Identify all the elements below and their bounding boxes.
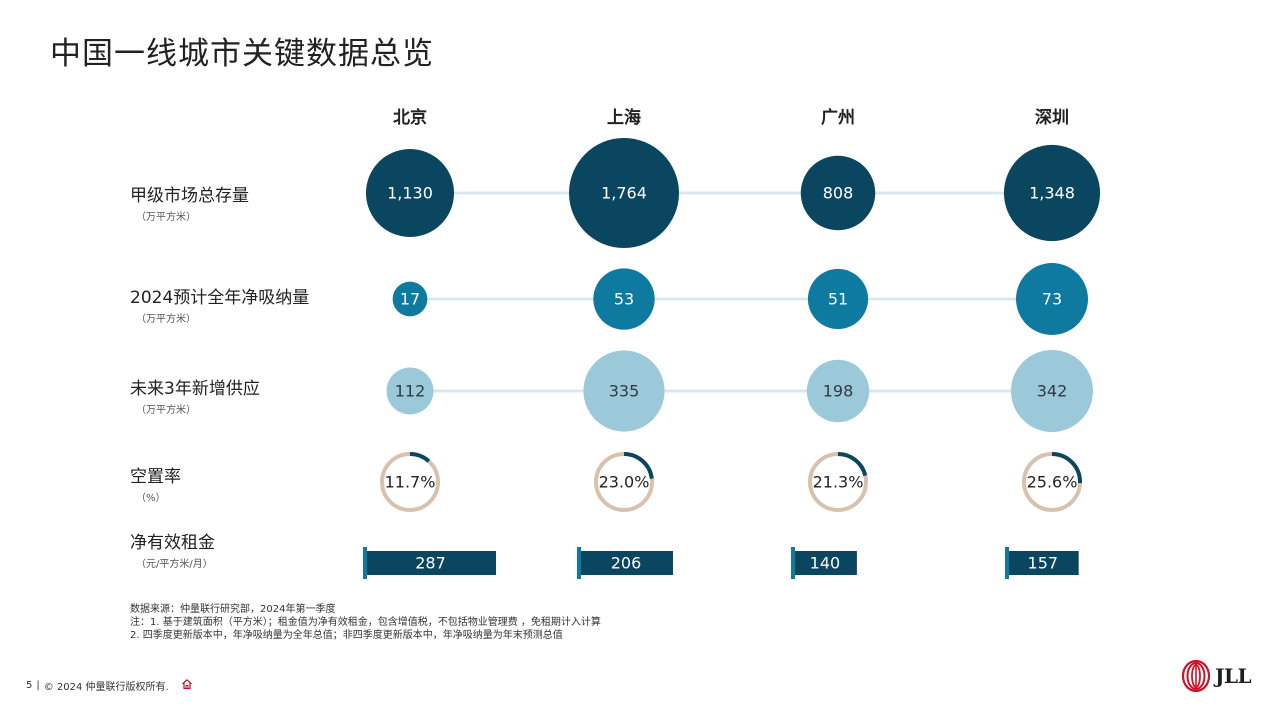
rent-bar-marker-1 [577,547,581,579]
row-unit-supply: （万平方米） [136,405,196,416]
bubble-r2-c3 [1011,350,1093,432]
rent-bar-0 [365,551,496,575]
row-label-absorption-text: 2024预计全年净吸纳量 [130,288,310,308]
vacancy-ring-fill-1 [594,452,654,512]
vacancy-label-0: 11.7% [385,473,436,492]
note-2: 2. 四季度更新版本中，年净吸纳量为全年总值；非四季度更新版本中，年净吸纳量为年… [130,630,563,641]
vacancy-label-3: 25.6% [1027,473,1078,492]
footer: 5 | © 2024 仲量联行版权所有. [26,678,193,693]
note-source: 数据来源：仲量联行研究部，2024年第一季度 [130,604,336,615]
bubble-r0-c3 [1003,144,1101,242]
city-header-3: 深圳 [1035,107,1069,128]
bubble-label-r1-c0: 17 [400,290,420,309]
bubble-r0-c1 [569,138,679,248]
rent-bar-marker-0 [363,547,367,579]
vacancy-label-1: 23.0% [599,473,650,492]
rent-label-1: 206 [611,554,642,573]
row-label-rent: 净有效租金 （元/平方米/月） [130,528,215,570]
note-1: 注：1. 基于建筑面积（平方米）；租金值为净有效租金，包含增值税，不包括物业管理… [130,617,601,628]
row-label-vacancy-text: 空置率 [130,467,181,487]
bubble-label-r0-c0: 1,130 [387,184,433,203]
page-number: 5 [26,680,33,691]
vacancy-ring-fill-2 [808,452,868,512]
vacancy-ring-fill-3 [1022,452,1082,512]
bubble-label-r2-c3: 342 [1037,382,1068,401]
bubble-r0-c0 [365,148,455,238]
rent-bar-marker-3 [1005,547,1009,579]
bubble-r1-c1 [593,268,655,330]
bubble-r1-c0 [392,281,428,317]
home-icon[interactable] [181,678,193,693]
rent-bar-2 [793,551,857,575]
row-unit-rent: （元/平方米/月） [136,559,213,570]
row-unit-absorption: （万平方米） [136,314,196,325]
row-unit-vacancy: （%） [136,493,166,504]
bubble-label-r2-c0: 112 [395,382,426,401]
row-label-vacancy: 空置率 （%） [130,462,181,504]
rent-label-2: 140 [810,554,841,573]
jll-logo: JLL [1181,660,1252,692]
vacancy-label-2: 21.3% [813,473,864,492]
bubble-label-r0-c3: 1,348 [1029,184,1075,203]
row-label-stock-text: 甲级市场总存量 [130,186,249,206]
city-header-2: 广州 [821,107,855,128]
row-label-supply: 未来3年新增供应 （万平方米） [130,374,260,416]
city-header-1: 上海 [607,107,641,128]
jll-logo-text: JLL [1215,664,1252,688]
bubble-label-r1-c2: 51 [828,290,848,309]
row-label-absorption: 2024预计全年净吸纳量 （万平方米） [130,283,309,325]
bubble-r1-c3 [1016,263,1088,335]
row-label-stock: 甲级市场总存量 （万平方米） [130,181,249,223]
row-label-rent-text: 净有效租金 [130,533,215,553]
copyright: © 2024 仲量联行版权所有. [43,682,169,693]
bubble-r2-c0 [386,367,434,415]
row-unit-stock: （万平方米） [136,212,196,223]
rent-bar-marker-2 [791,547,795,579]
city-header-0: 北京 [393,107,427,128]
jll-logo-mark-icon [1181,660,1211,692]
footer-separator: | [36,680,40,691]
bubble-label-r0-c1: 1,764 [601,184,647,203]
rent-label-0: 287 [415,554,446,573]
bubble-r0-c2 [800,155,876,231]
rent-bar-3 [1007,551,1079,575]
rent-bar-1 [579,551,674,575]
bubble-r2-c1 [583,350,665,432]
bubble-label-r0-c2: 808 [823,184,854,203]
bubble-r2-c2 [806,359,870,423]
bubble-label-r1-c1: 53 [614,290,634,309]
page-title: 中国一线城市关键数据总览 [50,36,434,72]
rent-label-3: 157 [1028,554,1059,573]
bubble-label-r2-c1: 335 [609,382,640,401]
bubble-label-r1-c3: 73 [1042,290,1062,309]
vacancy-ring-fill-0 [380,452,440,512]
source-notes: 数据来源：仲量联行研究部，2024年第一季度 注：1. 基于建筑面积（平方米）；… [130,603,601,642]
bubble-label-r2-c2: 198 [823,382,854,401]
row-label-supply-text: 未来3年新增供应 [130,379,260,399]
bubble-r1-c2 [807,268,869,330]
